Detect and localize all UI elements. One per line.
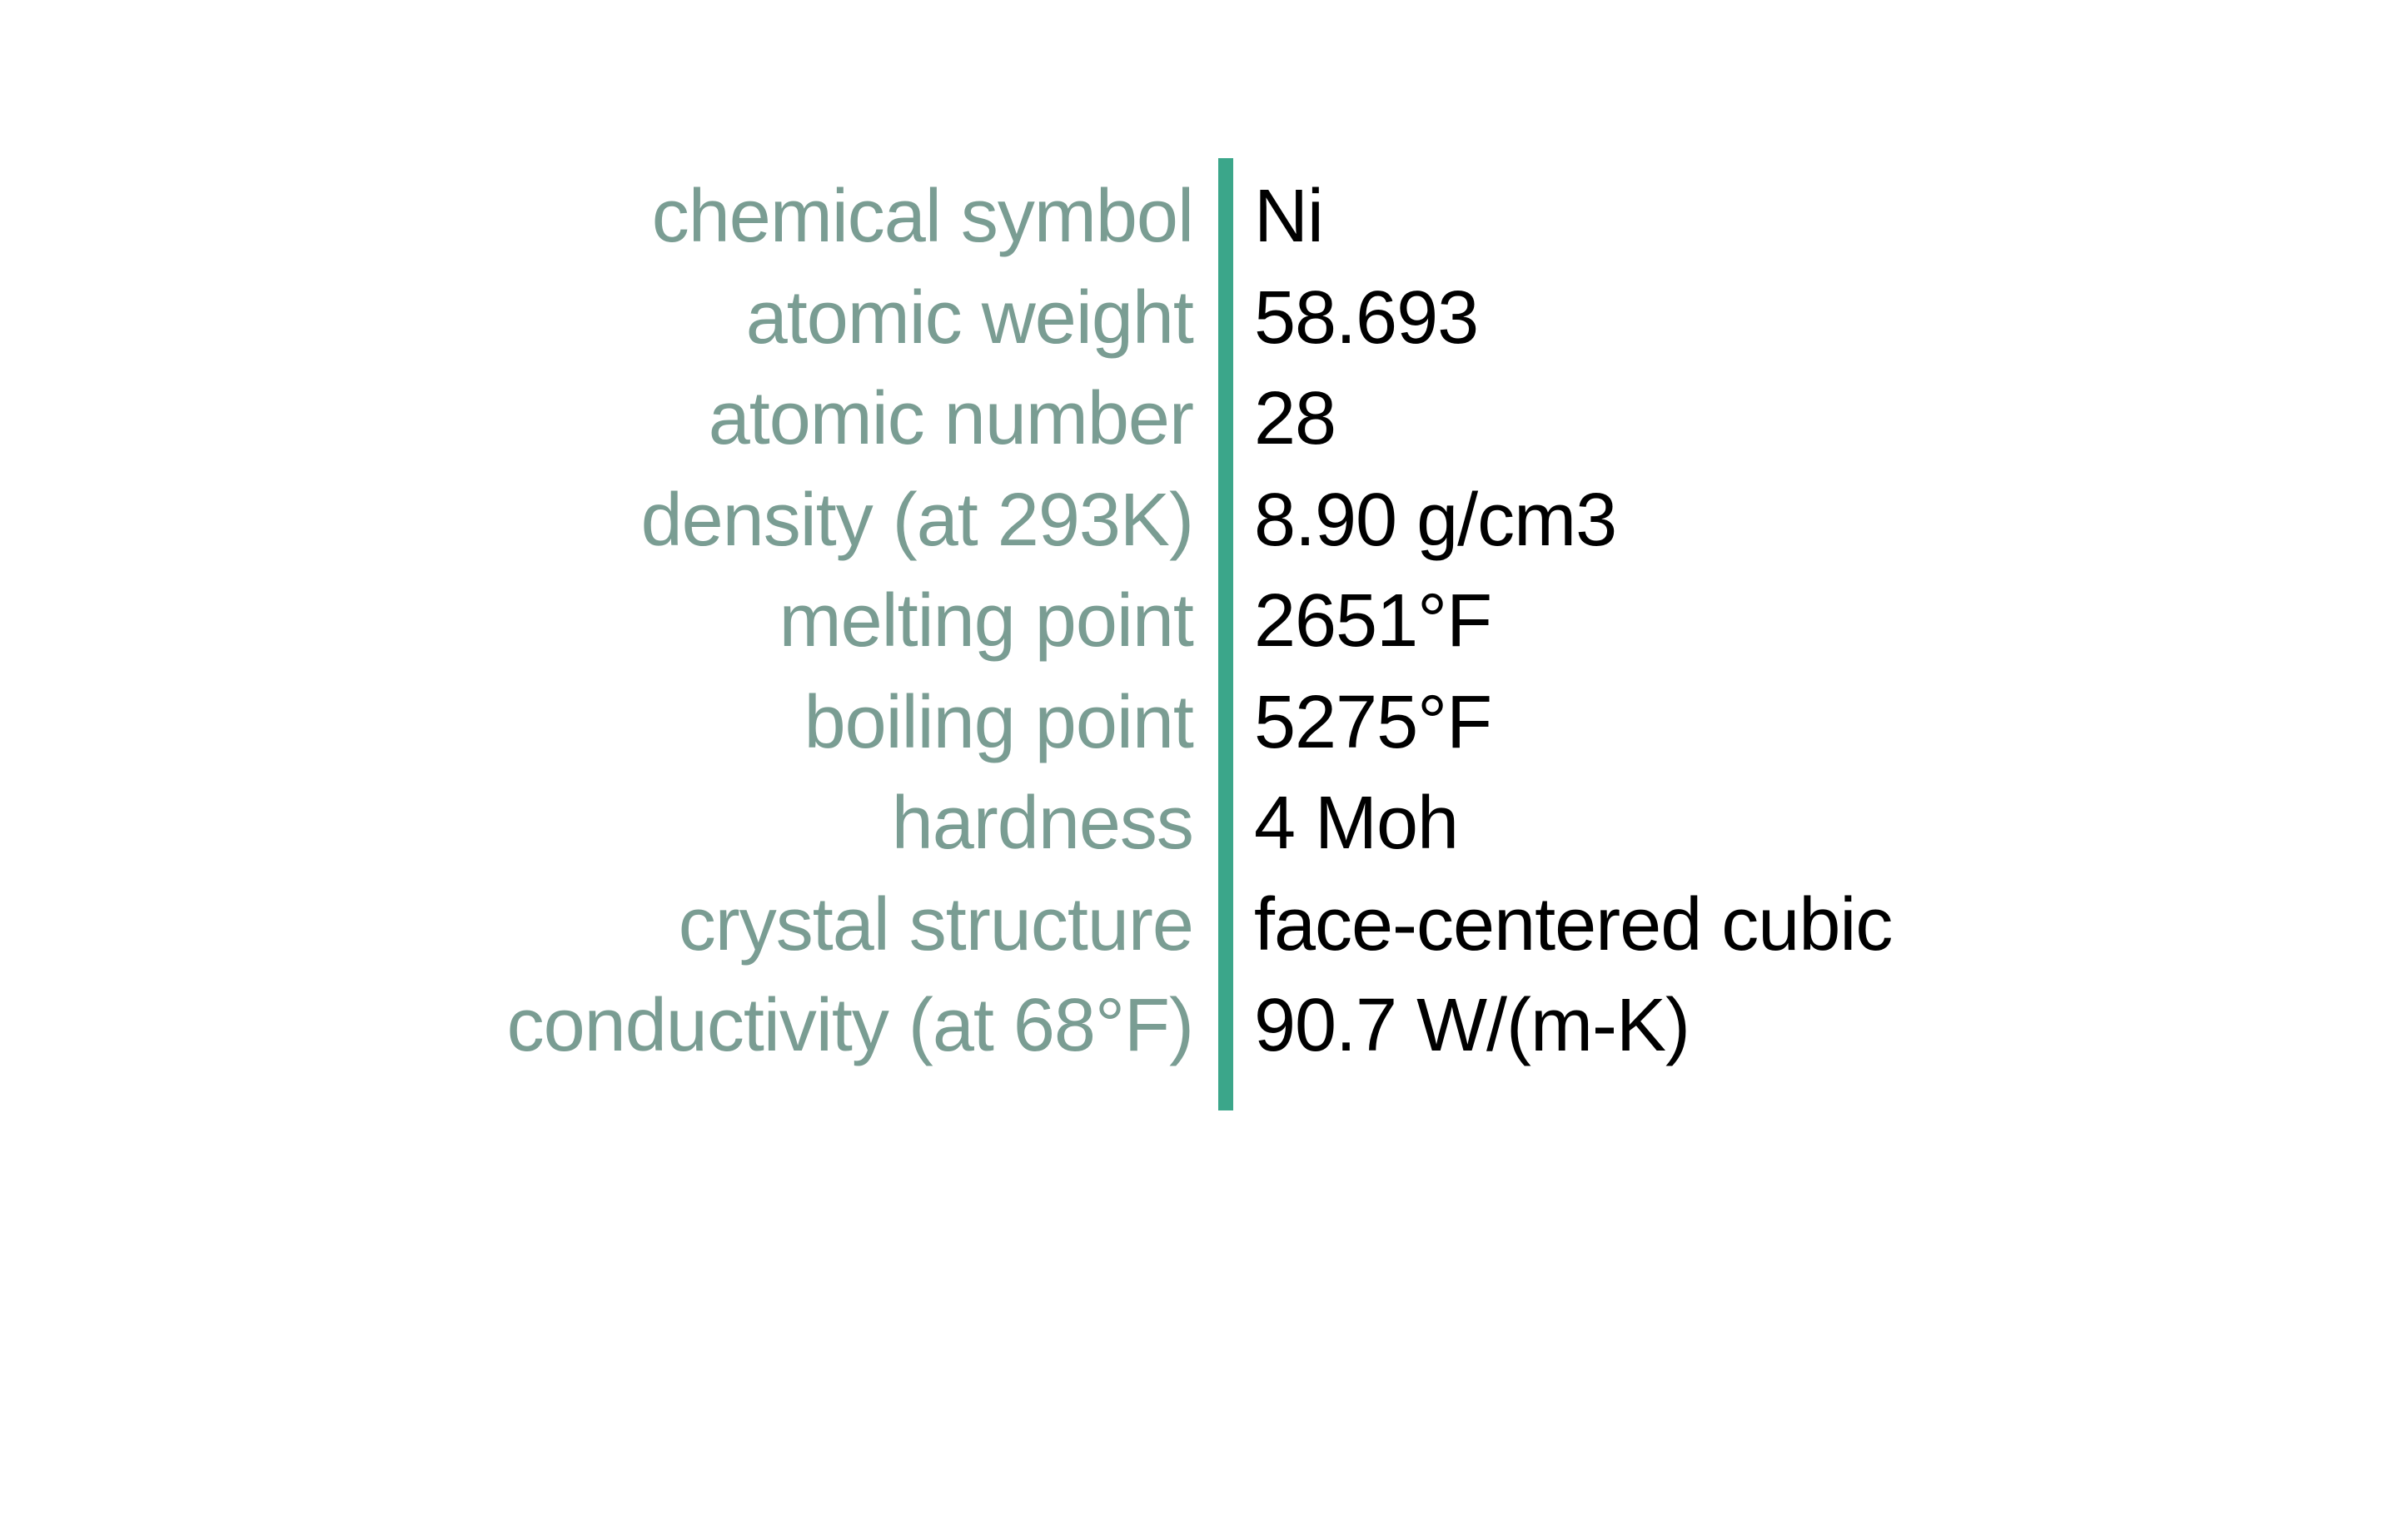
property-label: conductivity (at 68°F) bbox=[507, 976, 1193, 1077]
property-value: Ni bbox=[1254, 166, 1323, 268]
property-label: density (at 293K) bbox=[641, 470, 1193, 572]
values-column: Ni 58.693 28 8.90 g/cm3 2651°F 5275°F 4 … bbox=[1233, 166, 1892, 1077]
property-label: boiling point bbox=[804, 673, 1193, 774]
property-value: 90.7 W/(m-K) bbox=[1254, 976, 1690, 1077]
property-value: 28 bbox=[1254, 369, 1336, 470]
property-label: hardness bbox=[892, 773, 1193, 875]
vertical-divider bbox=[1218, 158, 1233, 1110]
property-label: atomic weight bbox=[746, 268, 1193, 370]
property-value: 8.90 g/cm3 bbox=[1254, 470, 1616, 572]
property-value: 58.693 bbox=[1254, 268, 1478, 370]
labels-column: chemical symbol atomic weight atomic num… bbox=[507, 166, 1218, 1077]
property-value: 5275°F bbox=[1254, 673, 1491, 774]
property-label: atomic number bbox=[709, 369, 1193, 470]
properties-table: chemical symbol atomic weight atomic num… bbox=[507, 166, 1893, 1077]
property-label: crystal structure bbox=[679, 875, 1193, 976]
property-label: melting point bbox=[779, 571, 1193, 673]
property-value: 2651°F bbox=[1254, 571, 1491, 673]
property-label: chemical symbol bbox=[652, 166, 1193, 268]
property-value: 4 Moh bbox=[1254, 773, 1458, 875]
property-value: face-centered cubic bbox=[1254, 875, 1892, 976]
